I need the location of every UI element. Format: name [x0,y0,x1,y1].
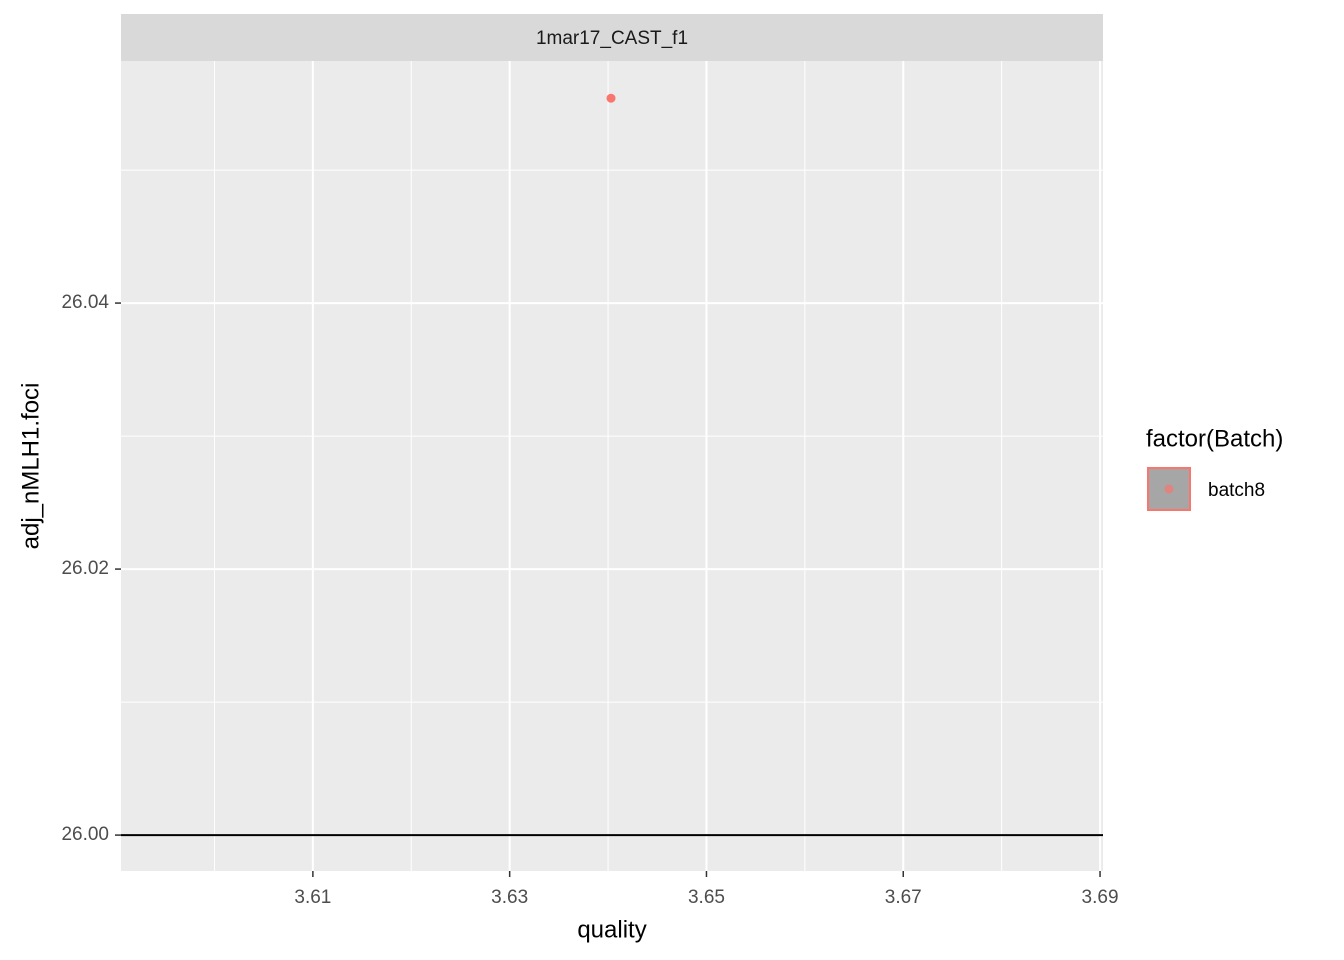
x-tick-label: 3.63 [491,887,528,908]
y-tick-label: 26.04 [61,292,109,313]
legend-label: batch8 [1208,480,1265,501]
y-tick-label: 26.00 [61,824,109,845]
x-tick-label: 3.67 [885,887,922,908]
x-axis-label: quality [577,916,646,943]
x-tick-label: 3.61 [294,887,331,908]
x-tick-label: 3.65 [688,887,725,908]
legend-title: factor(Batch) [1146,425,1283,452]
legend-marker [1164,484,1174,494]
x-tick-label: 3.69 [1082,887,1119,908]
y-axis-label: adj_nMLH1.foci [17,383,44,550]
y-tick-label: 26.02 [61,558,109,579]
panel [121,61,1103,871]
facet-label: 1mar17_CAST_f1 [536,28,688,49]
facet-strip [121,14,1103,61]
point [606,93,616,103]
